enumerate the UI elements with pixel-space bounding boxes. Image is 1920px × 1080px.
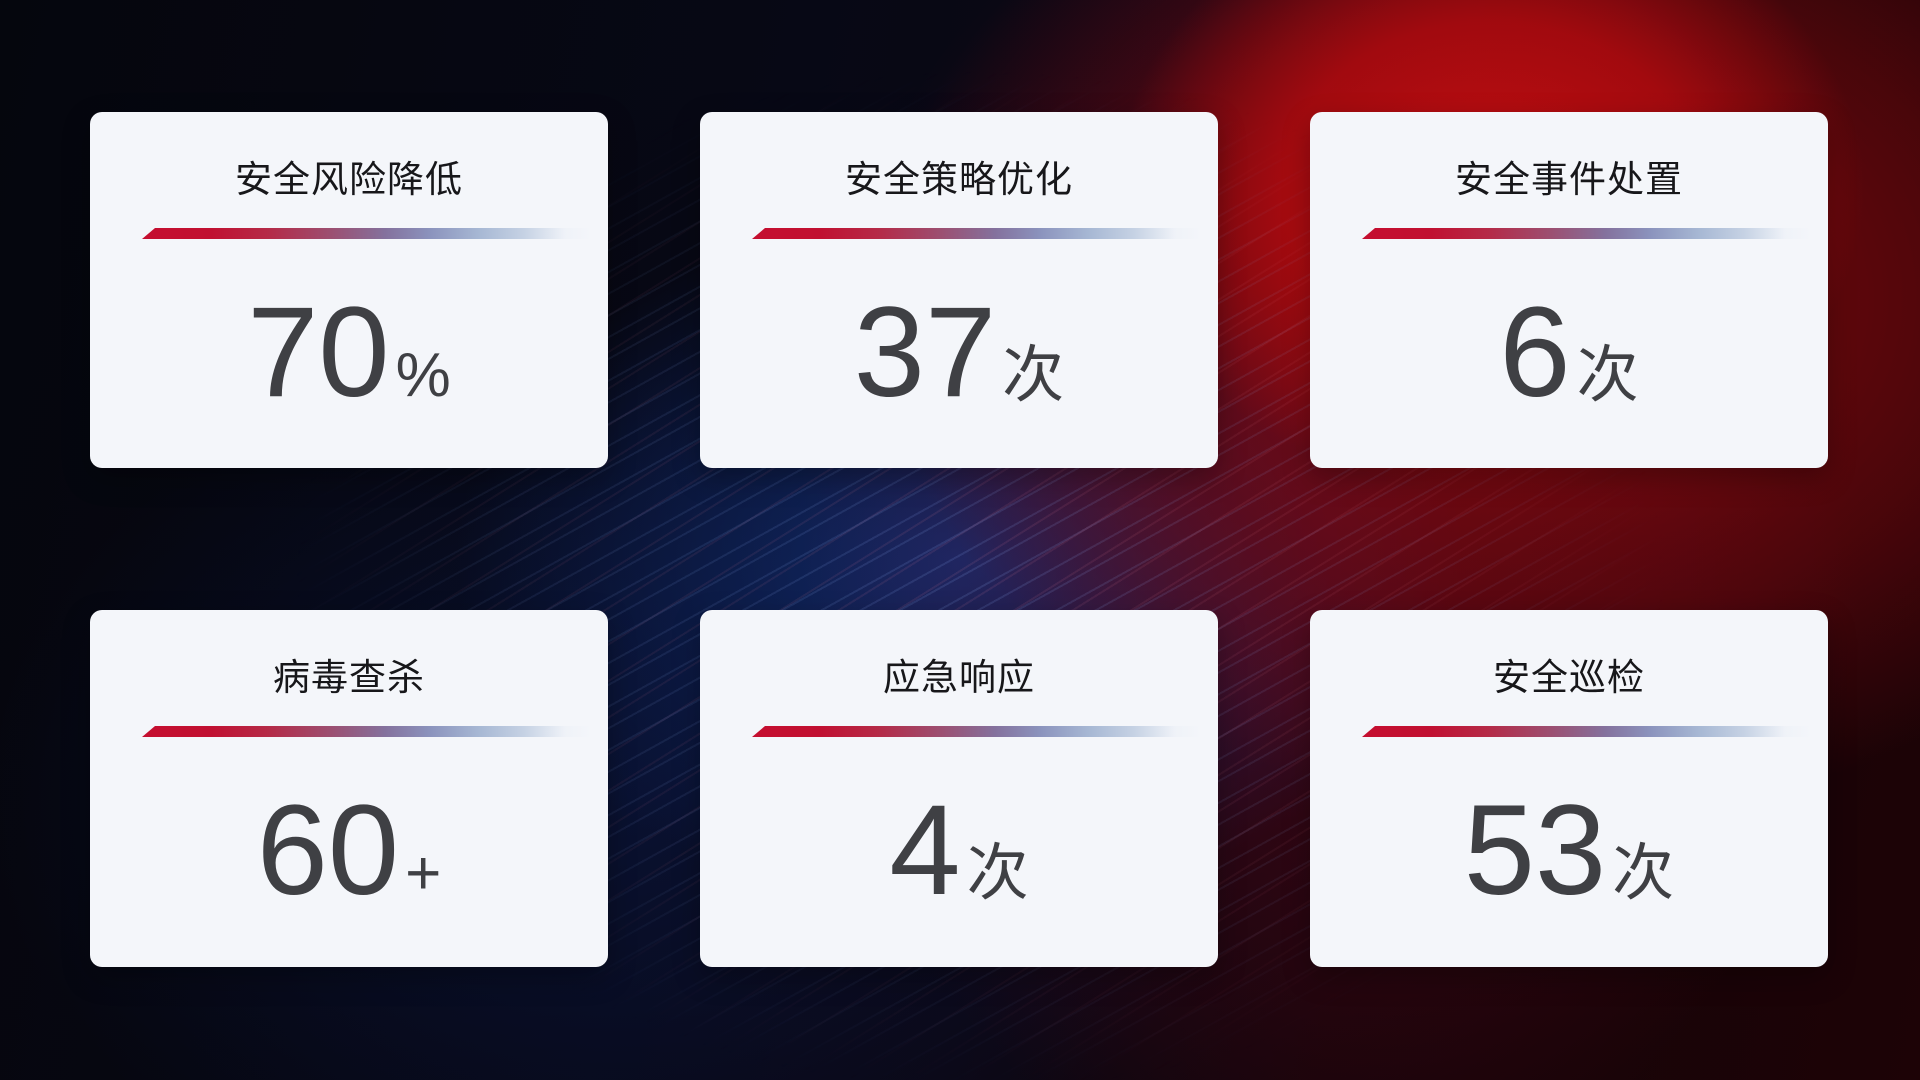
stat-card-virus-scan: 病毒查杀 60 + (90, 610, 608, 967)
stat-card-security-inspection: 安全巡检 53 次 (1310, 610, 1828, 967)
stat-card-security-risk-reduction: 安全风险降低 70 % (90, 112, 608, 468)
card-value-row: 70 % (247, 289, 451, 417)
card-title: 安全事件处置 (1455, 159, 1683, 200)
stats-grid: 安全风险降低 70 % 安全策略优化 37 次 安全事件处置 6 次 病毒查杀 … (90, 112, 1828, 967)
card-title: 应急响应 (883, 657, 1035, 698)
card-accent-divider (142, 726, 592, 737)
card-value-row: 6 次 (1499, 289, 1638, 417)
card-value-suffix: + (405, 839, 442, 908)
card-value: 70 (247, 281, 390, 424)
card-value-suffix: 次 (966, 839, 1029, 908)
card-title: 安全风险降低 (235, 159, 463, 200)
card-value: 4 (889, 779, 961, 922)
card-title: 安全巡检 (1493, 657, 1645, 698)
card-title: 安全策略优化 (845, 159, 1073, 200)
card-value: 60 (256, 779, 400, 922)
card-value: 6 (1499, 281, 1571, 424)
card-value-suffix: 次 (1576, 341, 1639, 410)
card-value-suffix: % (395, 341, 451, 410)
card-value-suffix: 次 (1612, 839, 1675, 908)
card-accent-divider (1362, 228, 1812, 239)
card-value: 53 (1463, 779, 1607, 922)
card-value: 37 (853, 281, 997, 424)
stat-card-security-incident-handling: 安全事件处置 6 次 (1310, 112, 1828, 468)
stat-card-emergency-response: 应急响应 4 次 (700, 610, 1218, 967)
card-accent-divider (752, 726, 1202, 737)
card-value-row: 53 次 (1464, 787, 1674, 915)
card-accent-divider (142, 228, 592, 239)
card-accent-divider (1362, 726, 1812, 737)
card-accent-divider (752, 228, 1202, 239)
card-value-suffix: 次 (1002, 341, 1065, 410)
card-value-row: 4 次 (889, 787, 1028, 915)
stat-card-security-policy-optimization: 安全策略优化 37 次 (700, 112, 1218, 468)
card-value-row: 37 次 (854, 289, 1064, 417)
card-value-row: 60 + (257, 787, 442, 915)
card-title: 病毒查杀 (273, 657, 425, 698)
